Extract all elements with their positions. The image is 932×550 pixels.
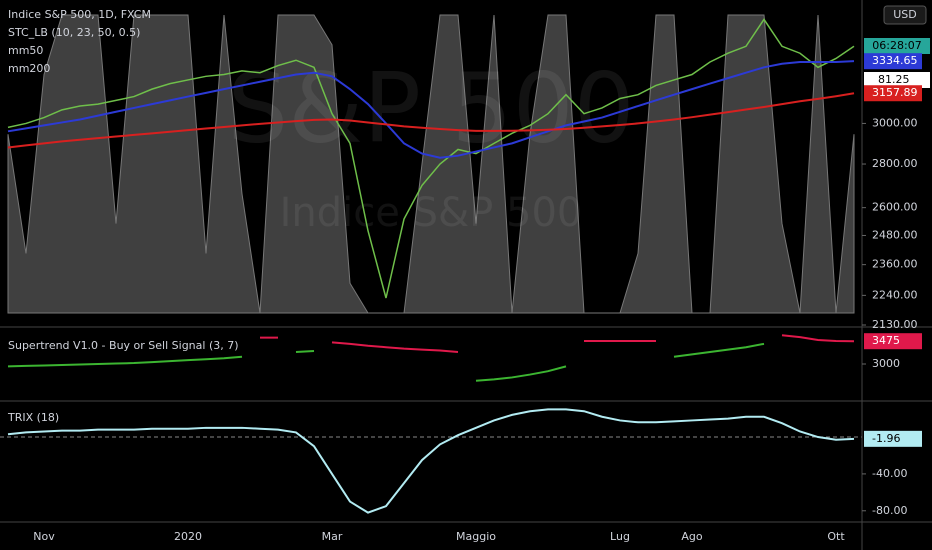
countdown-box bbox=[864, 38, 930, 54]
background-layer: S&P 500 Indice S&P 500 bbox=[7, 14, 855, 314]
last-value-box bbox=[864, 430, 922, 447]
y-tick-label: 3000.00 bbox=[872, 116, 918, 129]
last-value-label: 3334.65 bbox=[872, 54, 918, 67]
series-line bbox=[7, 92, 855, 149]
supertrend-title: Supertrend V1.0 - Buy or Sell Signal (3,… bbox=[8, 339, 239, 352]
watermark-subtitle: Indice S&P 500 bbox=[280, 190, 583, 236]
y-tick-label: -80.00 bbox=[872, 504, 907, 517]
currency[interactable]: USD bbox=[893, 8, 917, 21]
y-tick-label: 2240.00 bbox=[872, 288, 918, 301]
last-value-label: 3157.89 bbox=[872, 86, 918, 99]
last-value-box bbox=[864, 85, 922, 102]
series-line bbox=[260, 334, 855, 353]
price-label-box bbox=[864, 72, 930, 88]
x-tick-label: Ott bbox=[827, 530, 845, 543]
price-line bbox=[7, 18, 855, 299]
chart-title: Indice S&P 500, 1D, FXCM bbox=[8, 8, 151, 21]
y-tick-label: 2480.00 bbox=[872, 228, 918, 241]
legend-stc: STC_LB (10, 23, 50, 0.5) bbox=[8, 26, 140, 39]
x-tick-label: Ago bbox=[681, 530, 703, 543]
watermark: S&P 500 bbox=[227, 52, 634, 164]
legend-mm50: mm50 bbox=[8, 44, 43, 57]
last-value-box bbox=[864, 53, 922, 70]
currency-box[interactable] bbox=[883, 5, 927, 25]
last-value-label: 3475 bbox=[872, 334, 900, 347]
price-label: 81.25 bbox=[878, 73, 910, 86]
x-tick-label: Lug bbox=[610, 530, 630, 543]
countdown: 06:28:07 bbox=[872, 39, 921, 52]
y-tick-label: 2800.00 bbox=[872, 157, 918, 170]
y-tick-label: 3000 bbox=[872, 357, 900, 370]
legend-mm200: mm200 bbox=[8, 62, 50, 75]
x-tick-label: Mar bbox=[322, 530, 343, 543]
trix-title: TRIX (18) bbox=[7, 411, 59, 424]
y-tick-label: 2600.00 bbox=[872, 201, 918, 214]
series-line bbox=[7, 408, 855, 514]
series-line bbox=[7, 342, 765, 382]
x-tick-label: Maggio bbox=[456, 530, 496, 543]
x-tick-label: Nov bbox=[33, 530, 55, 543]
y-tick-label: 2130.00 bbox=[872, 318, 918, 331]
x-tick-label: 2020 bbox=[174, 530, 202, 543]
series-line bbox=[7, 60, 855, 159]
last-value-label: -1.96 bbox=[872, 432, 900, 445]
y-tick-label: -40.00 bbox=[872, 467, 907, 480]
last-value-box bbox=[864, 333, 922, 350]
y-tick-label: 2360.00 bbox=[872, 258, 918, 271]
labels-layer: Indice S&P 500, 1D, FXCM STC_LB (10, 23,… bbox=[7, 5, 930, 543]
plot-layer bbox=[0, 18, 862, 514]
